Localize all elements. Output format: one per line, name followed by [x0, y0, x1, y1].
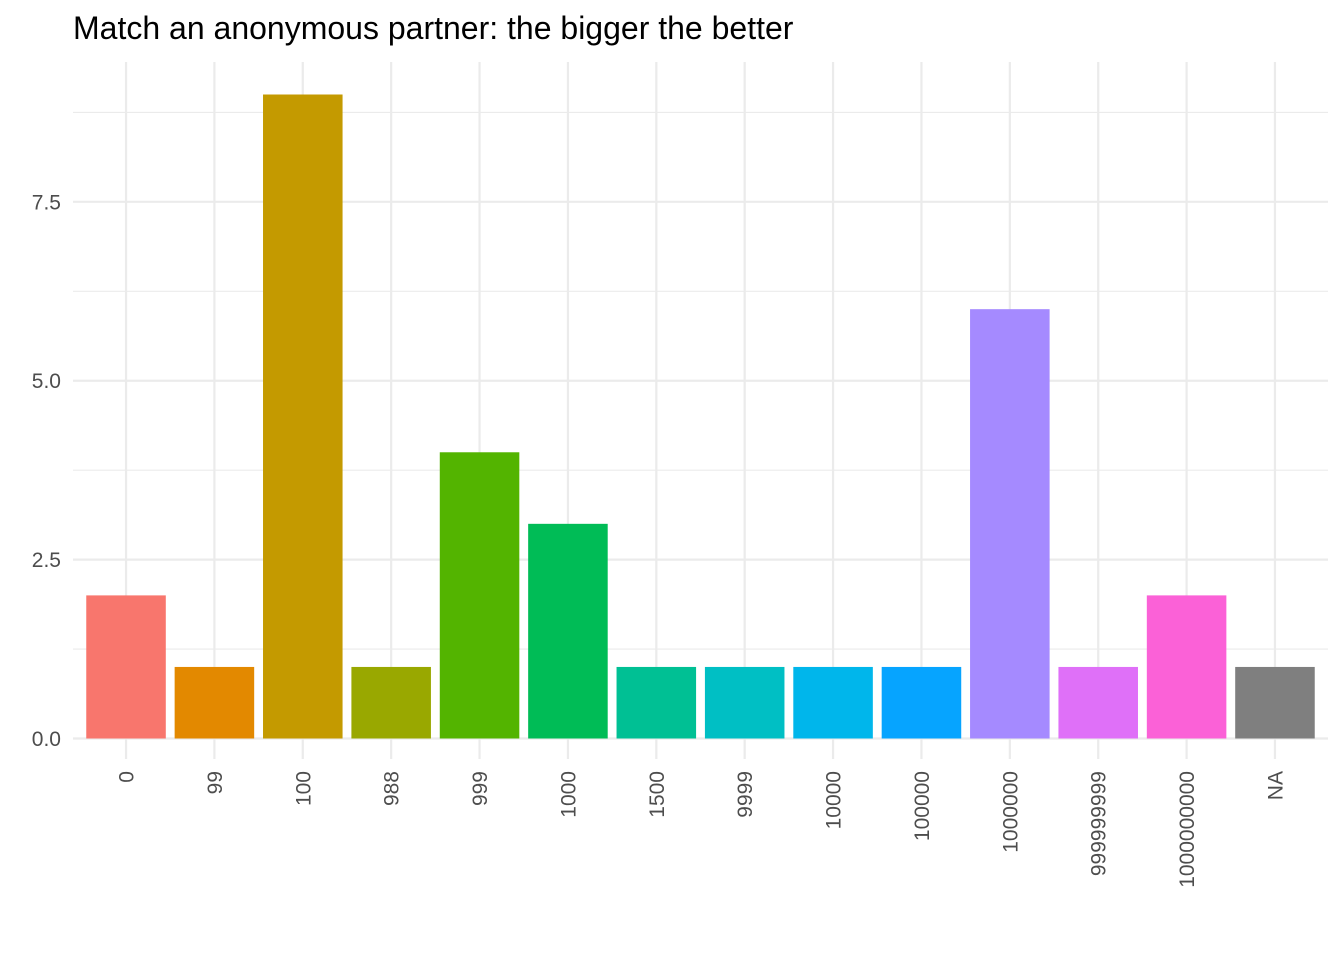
x-tick-label: 100 — [292, 771, 315, 806]
chart-title: Match an anonymous partner: the bigger t… — [73, 10, 794, 46]
x-tick-label: 999 — [469, 771, 492, 806]
bars — [86, 94, 1315, 739]
x-tick-label: 9999 — [734, 771, 757, 818]
y-tick-label: 7.5 — [32, 191, 61, 214]
grid — [73, 62, 1328, 759]
x-tick-label: 1500 — [646, 771, 669, 818]
bar-1000000000 — [1146, 595, 1227, 739]
bar-1000 — [528, 523, 608, 739]
x-tick-label: NA — [1264, 771, 1287, 800]
x-tick-label: 99 — [204, 771, 227, 794]
bar-0 — [86, 595, 166, 739]
x-tick-label: 999999999 — [1088, 771, 1111, 876]
y-tick-label: 0.0 — [32, 728, 61, 751]
x-tick-label: 1000 — [557, 771, 580, 818]
bar-100000 — [881, 666, 962, 739]
x-tick-label: 1000000 — [999, 771, 1022, 853]
x-tick-label: 10000 — [823, 771, 846, 829]
x-tick-label: 1000000000 — [1176, 771, 1199, 888]
x-axis-ticks: 0 99 100 988 999 1000 1500 9999 10000 100000 10000… — [116, 771, 1288, 888]
bar-9999 — [704, 666, 785, 739]
y-tick-label: 2.5 — [32, 549, 61, 572]
bar-1000000 — [970, 309, 1050, 739]
y-axis-ticks: 0.0 2.5 5.0 7.5 — [32, 191, 61, 751]
bar-10000 — [793, 666, 873, 739]
bar-100 — [263, 94, 343, 739]
bar-NA — [1235, 666, 1315, 739]
x-tick-label: 100000 — [911, 771, 934, 841]
bar-1500 — [616, 666, 697, 739]
x-tick-label: 988 — [381, 771, 404, 806]
x-tick-label: 0 — [116, 771, 139, 783]
bar-999999999 — [1058, 666, 1138, 739]
y-tick-label: 5.0 — [32, 370, 61, 393]
bar-988 — [351, 666, 431, 739]
bar-999 — [439, 452, 520, 739]
bar-99 — [174, 666, 255, 739]
